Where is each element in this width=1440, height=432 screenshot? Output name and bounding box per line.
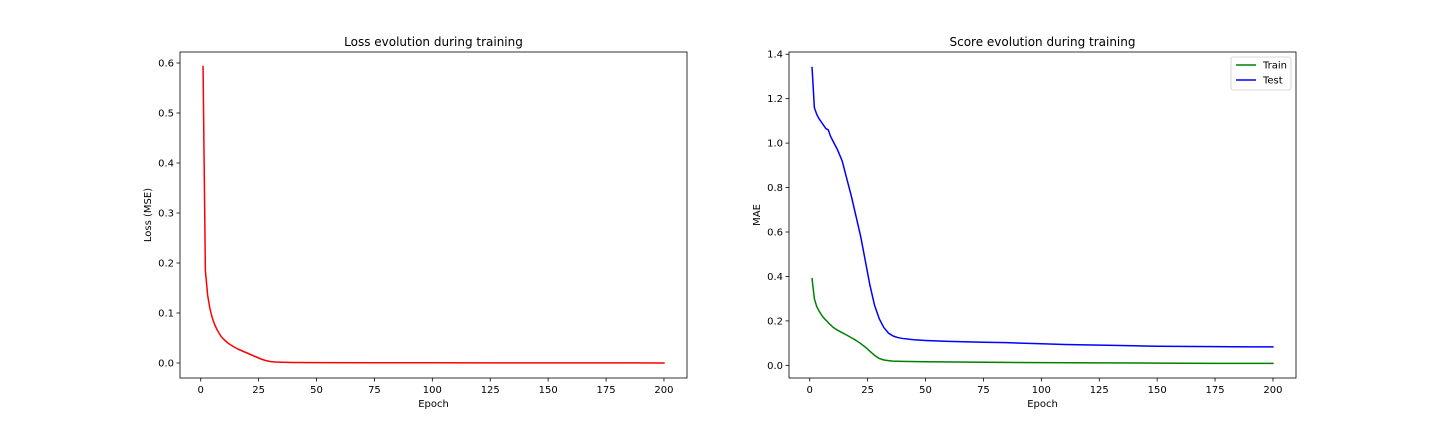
loss-y-tick-label: 0.0	[158, 359, 174, 370]
loss-series-layer	[202, 65, 665, 364]
score-x-tick-label: 0	[807, 385, 813, 396]
loss-chart: Loss evolution during training 0 25 50 75 10…	[143, 35, 688, 410]
loss-chart-title: Loss evolution during training	[344, 35, 523, 49]
loss-y-ticks: 0.0 0.1 0.2 0.3 0.4 0.5 0.6	[158, 59, 180, 370]
loss-y-tick-label: 0.6	[158, 59, 174, 70]
score-series-line-test	[811, 66, 1274, 348]
score-x-tick-label: 125	[1090, 385, 1109, 396]
score-x-axis-label: Epoch	[1027, 399, 1058, 410]
score-legend: Train Test	[1230, 56, 1292, 91]
score-series-line-train	[811, 277, 1274, 365]
score-y-ticks: 0.0 0.2 0.4 0.6 0.8 1.0 1.2 1.4	[767, 50, 789, 372]
score-x-tick-label: 50	[919, 385, 932, 396]
loss-plot-frame	[179, 51, 688, 379]
loss-y-tick-label: 0.1	[158, 309, 174, 320]
score-x-tick-label: 75	[977, 385, 990, 396]
loss-x-tick-label: 175	[597, 385, 616, 396]
loss-series-line-loss	[202, 65, 665, 364]
score-chart-title: Score evolution during training	[949, 35, 1135, 49]
loss-x-tick-label: 25	[252, 385, 265, 396]
score-y-tick-label: 0.4	[767, 272, 783, 283]
score-x-tick-label: 100	[1032, 385, 1051, 396]
score-y-tick-label: 0.2	[767, 316, 783, 327]
score-plot-frame	[788, 51, 1297, 379]
loss-y-tick-label: 0.3	[158, 209, 174, 220]
score-chart: Score evolution during training 0 25 50 75 1…	[752, 35, 1297, 410]
loss-y-tick-label: 0.5	[158, 109, 174, 120]
loss-x-ticks: 0 25 50 75 100 125 150 175 200	[198, 378, 674, 396]
loss-y-tick-label: 0.4	[158, 159, 174, 170]
loss-x-tick-label: 100	[423, 385, 442, 396]
loss-x-tick-label: 50	[310, 385, 323, 396]
legend-train-label: Train	[1262, 61, 1287, 72]
score-x-tick-label: 25	[861, 385, 874, 396]
score-y-tick-label: 1.2	[767, 94, 783, 105]
loss-x-tick-label: 75	[368, 385, 381, 396]
loss-x-tick-label: 125	[481, 385, 500, 396]
score-y-tick-label: 0.6	[767, 228, 783, 239]
loss-y-axis-label: Loss (MSE)	[143, 188, 154, 242]
score-y-axis-label: MAE	[752, 204, 763, 226]
score-y-tick-label: 0.8	[767, 183, 783, 194]
score-y-tick-label: 1.0	[767, 139, 783, 150]
loss-x-tick-label: 200	[654, 385, 673, 396]
score-series-layer	[811, 66, 1274, 365]
loss-x-axis-label: Epoch	[418, 399, 449, 410]
loss-x-tick-label: 150	[539, 385, 558, 396]
score-x-ticks: 0 25 50 75 100 125 150 175 200	[807, 378, 1283, 396]
score-x-tick-label: 175	[1206, 385, 1225, 396]
legend-test-label: Test	[1262, 76, 1283, 87]
score-x-tick-label: 200	[1263, 385, 1282, 396]
score-y-tick-label: 1.4	[767, 50, 783, 61]
score-x-tick-label: 150	[1148, 385, 1167, 396]
loss-y-tick-label: 0.2	[158, 259, 174, 270]
score-y-tick-label: 0.0	[767, 361, 783, 372]
loss-x-tick-label: 0	[198, 385, 204, 396]
